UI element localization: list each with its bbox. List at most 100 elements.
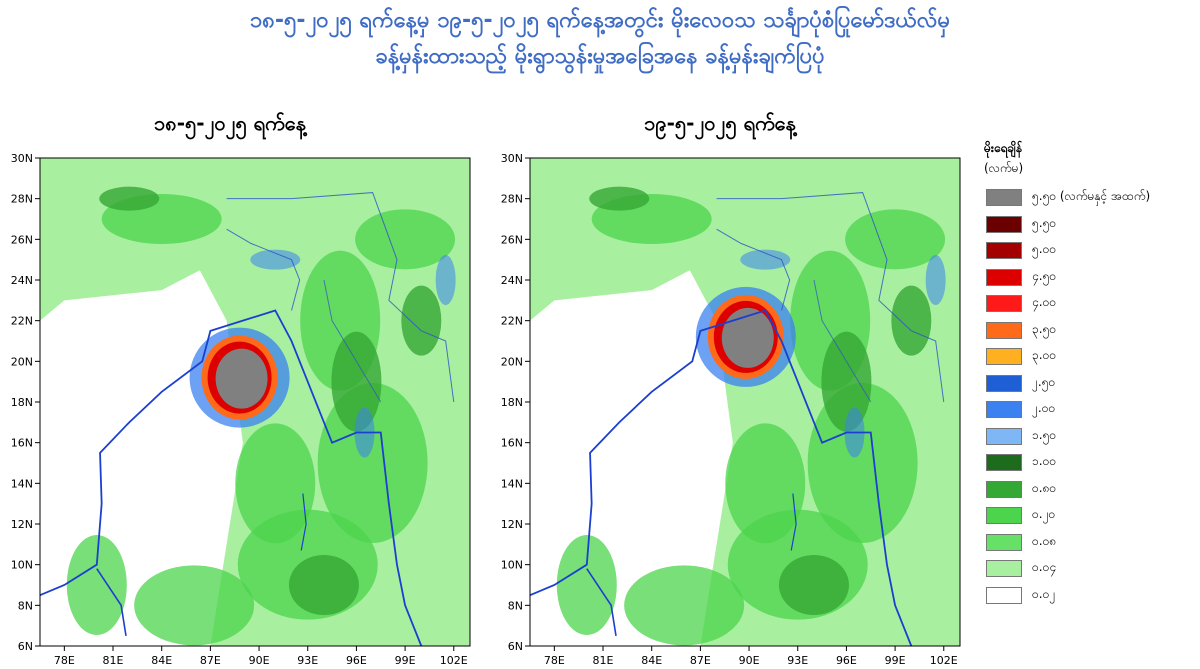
legend-unit: (လက်မ) <box>984 161 1024 175</box>
rain-core-gray <box>215 348 268 409</box>
legend-swatch <box>986 374 1022 392</box>
legend-swatch <box>986 560 1022 577</box>
y-tick-label: 22N <box>11 315 33 328</box>
heavy-rain-band <box>925 255 946 305</box>
legend-label: ၀.၀၂ <box>1032 586 1056 601</box>
moderate-rain-area <box>66 535 127 635</box>
legend-item: ၀.၂၀ <box>984 502 1196 529</box>
legend-item: ၃.၀၀ <box>984 343 1196 370</box>
legend-label: ၁.၅၀ <box>1032 427 1057 442</box>
map-2-date-title: ၁၉-၅-၂၀၂၅ ရက်နေ့ <box>644 111 796 135</box>
y-tick-label: 14N <box>11 477 33 490</box>
rain-area <box>288 555 359 615</box>
legend-item: ၂.၅၀ <box>984 370 1196 397</box>
y-tick-label: 14N <box>501 477 523 490</box>
andaman-islands <box>300 493 307 551</box>
region-border <box>813 279 872 403</box>
y-tick-label: 6N <box>508 640 523 653</box>
y-tick-label: 28N <box>501 193 523 206</box>
country-border <box>716 228 791 311</box>
heavy-rain-band <box>250 249 301 270</box>
x-tick-label: 99E <box>885 654 906 667</box>
legend-item: ၀.၀၂ <box>984 582 1196 609</box>
country-border <box>226 228 301 311</box>
x-tick-label: 87E <box>690 654 711 667</box>
legend-item: ၀.၀၈ <box>984 529 1196 556</box>
sri-lanka-coast <box>586 568 617 636</box>
legend-swatch <box>986 454 1022 471</box>
x-tick-label: 84E <box>151 654 172 667</box>
legend-swatch <box>986 189 1022 206</box>
y-tick-label: 28N <box>11 193 33 206</box>
legend-label: ၀.၀၄ <box>1032 560 1057 574</box>
heavy-rain-core <box>189 327 290 428</box>
y-tick-label: 20N <box>11 355 33 368</box>
coastline <box>39 309 423 647</box>
y-tick-label: 30N <box>501 152 523 165</box>
x-tick-label: 84E <box>641 654 662 667</box>
legend-swatch <box>986 242 1022 259</box>
coastline <box>529 309 913 647</box>
moderate-rain-area <box>355 209 456 270</box>
y-tick-label: 30N <box>11 152 33 165</box>
legend-items: ၅.၅၀ (လက်မနှင့် အထက်) ၅.၅၀၅.၀၀၄.၅၀၄.၀၀၃.၅… <box>984 184 1196 608</box>
legend-item: ၁.၀၀ <box>984 449 1196 476</box>
andaman-islands <box>790 493 797 551</box>
legend-swatch <box>986 321 1022 339</box>
y-tick-label: 10N <box>501 559 523 572</box>
x-tick-label: 96E <box>346 654 367 667</box>
y-tick-label: 12N <box>501 518 523 531</box>
y-tick-label: 16N <box>11 437 33 450</box>
rain-area <box>589 186 650 211</box>
legend-item: ၅.၅၀ (လက်မနှင့် အထက်) <box>984 184 1196 211</box>
x-tick-label: 81E <box>103 654 124 667</box>
legend-item: ၄.၀၀ <box>984 290 1196 317</box>
rain-area <box>99 186 160 211</box>
legend-swatch <box>986 295 1022 312</box>
x-tick-label: 102E <box>440 654 468 667</box>
legend-swatch <box>986 507 1022 524</box>
y-tick-label: 24N <box>11 274 33 287</box>
main-title-line-2: ခန့်မှန်းထားသည့် မိုးရွာသွန်းမှုအခြေအနေ … <box>375 44 825 69</box>
moderate-rain-area <box>725 423 806 544</box>
main-title-line-1: ၁၈-၅-၂၀၂၅ ရက်နေ့မှ ၁၉-၅-၂၀၂၅ ရက်နေ့အတွင်… <box>249 8 951 33</box>
legend-label: ၂.၅၀ <box>1032 374 1056 389</box>
moderate-rain-area <box>624 565 745 646</box>
y-tick-label: 10N <box>11 559 33 572</box>
legend-label: ၅.၅၀ <box>1032 215 1057 230</box>
legend-item: ၃.၅၀ <box>984 317 1196 344</box>
legend-swatch <box>986 401 1022 418</box>
rain-area <box>331 331 382 432</box>
legend-label: ၄.၅၀ <box>1032 268 1057 283</box>
legend-label: ၀.၀၈ <box>1032 533 1057 548</box>
rain-area <box>778 555 849 615</box>
heavy-rain-core <box>695 286 796 387</box>
legend-label: ၂.၀၀ <box>1032 401 1056 415</box>
country-border <box>226 192 455 403</box>
moderate-rain-area <box>556 535 617 635</box>
heavy-rain-band <box>740 249 791 270</box>
sri-lanka-coast <box>96 568 127 636</box>
legend-label: ၅.၀၀ <box>1032 242 1057 256</box>
y-tick-label: 18N <box>11 396 33 409</box>
x-tick-label: 96E <box>836 654 857 667</box>
legend-label: ၀.၂၀ <box>1032 507 1056 521</box>
legend-label: ၄.၀၀ <box>1032 295 1057 309</box>
legend-label: ၀.၈၀ <box>1032 480 1057 495</box>
y-tick-label: 8N <box>18 599 33 612</box>
rainfall-map-day-2: 78E 81E 84E 87E 90E 93E 96E 99E 102E 6N 8N 10N 12N 14… <box>501 152 961 667</box>
legend-swatch <box>986 215 1022 233</box>
legend-label: ၁.၀၀ <box>1032 454 1057 468</box>
y-tick-label: 26N <box>501 233 523 246</box>
legend-label: ၃.၅၀ <box>1032 321 1057 336</box>
x-tick-label: 102E <box>930 654 958 667</box>
legend-item: ၀.၈၀ <box>984 476 1196 503</box>
legend-label: ၃.၀၀ <box>1032 348 1057 362</box>
legend-item: ၅.၅၀ <box>984 211 1196 238</box>
y-tick-label: 8N <box>508 599 523 612</box>
heavy-rain-band <box>435 255 456 305</box>
country-border <box>716 192 945 403</box>
rain-area <box>821 331 872 432</box>
x-tick-label: 87E <box>200 654 221 667</box>
y-tick-label: 12N <box>11 518 33 531</box>
